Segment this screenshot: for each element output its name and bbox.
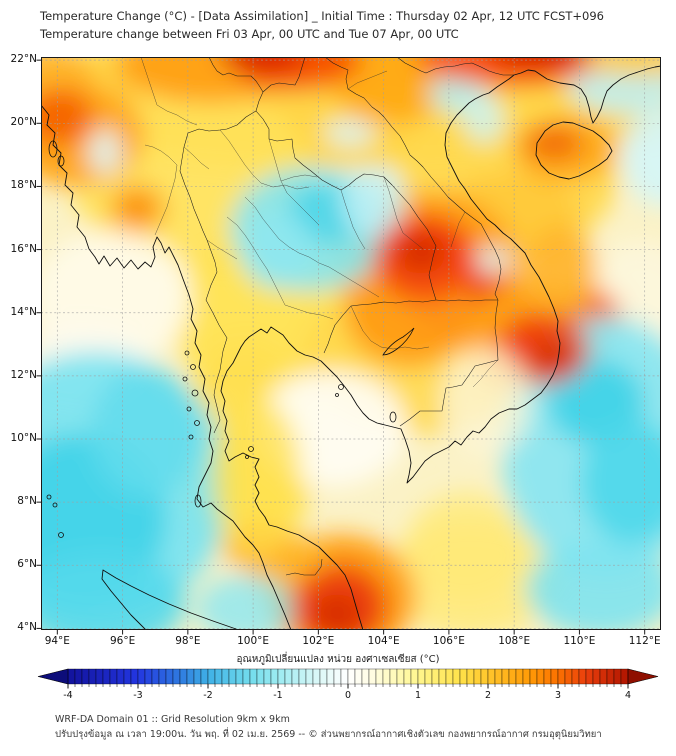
colorbar-label: อุณหภูมิเปลี่ยนแปลง หน่วย องศาเซลเซียส (…: [236, 654, 440, 665]
lon-tick-label: 102°E: [302, 635, 335, 647]
border-laos-vietnam: [324, 57, 502, 301]
colorbar-tick-label: 1: [415, 690, 421, 701]
island-dot: [191, 389, 199, 397]
lat-tick-label: 20°N: [10, 116, 37, 129]
island-sumatra: [101, 569, 238, 630]
lon-tick-label: 104°E: [367, 635, 400, 647]
lat-tick-label: 6°N: [17, 558, 37, 571]
lake-tonle-sap: [382, 327, 415, 356]
province-boundaries-myanmar: [140, 57, 238, 260]
colorbar-arrow-right: [627, 668, 659, 685]
colorbar: -4 -3 -2 -1 0 1 2 3 4: [37, 668, 659, 701]
island-hainan: [535, 121, 613, 180]
axis-ticks: [36, 59, 646, 635]
island-dot: [335, 393, 339, 397]
map-subtitle: Temperature change between Fri 03 Apr, 0…: [40, 27, 459, 41]
lat-tick-label: 16°N: [10, 242, 37, 255]
island-dot: [188, 434, 194, 440]
province-boundaries-indochina: [347, 70, 499, 388]
lon-tick-label: 106°E: [432, 635, 465, 647]
lon-tick-label: 108°E: [498, 635, 531, 647]
border-cambodia-laos: [435, 299, 498, 302]
lat-tick-label: 18°N: [10, 179, 37, 192]
island-dot: [190, 364, 196, 370]
border-myanmar-thailand: [179, 110, 257, 434]
graticule-grid: [41, 57, 661, 630]
map-clipped-content: [41, 57, 661, 630]
island-koh-chang: [338, 384, 344, 390]
lat-tick-label: 8°N: [17, 495, 37, 508]
map-frame: [41, 57, 661, 630]
lat-tick-label: 12°N: [10, 368, 37, 381]
border-thailand-laos: [255, 110, 437, 301]
island-dot: [245, 455, 249, 459]
temperature-heatmap: [36, 57, 661, 635]
province-boundaries-thailand: [219, 129, 380, 320]
map-title: Temperature Change (°C) - [Data Assimila…: [40, 9, 604, 23]
footer-attribution: ปรับปรุงข้อมูล ณ เวลา 19:00น. วัน พฤ. ที…: [55, 729, 602, 740]
island-dot: [182, 376, 188, 382]
island-dot: [52, 502, 58, 508]
island-dot: [184, 350, 190, 356]
lon-tick-label: 94°E: [44, 635, 70, 647]
island-samui: [248, 446, 254, 452]
island-dot: [46, 494, 52, 500]
colorbar-tick-label: -1: [273, 690, 282, 701]
colorbar-arrow-left: [37, 668, 69, 685]
island-ramree: [48, 140, 58, 158]
lon-tick-label: 100°E: [237, 635, 270, 647]
colorbar-tick-label: 4: [625, 690, 631, 701]
island-phuket: [194, 494, 202, 508]
island-dot: [58, 532, 64, 538]
colorbar-tick-label: -4: [63, 690, 72, 701]
colorbar-tick-label: -3: [133, 690, 142, 701]
coastline-west-myanmar-malay: [41, 104, 292, 630]
border-vietnam-china: [396, 57, 514, 76]
lon-tick-label: 98°E: [175, 635, 201, 647]
border-thailand-cambodia: [323, 299, 437, 354]
border-myanmar-laos-china: [208, 57, 306, 112]
island-dot: [186, 406, 192, 412]
border-cambodia-vietnam: [399, 299, 499, 427]
island-phu-quoc: [389, 411, 397, 423]
lat-tick-label: 10°N: [10, 432, 37, 444]
colorbar-tick-label: 2: [485, 690, 491, 701]
footer-domain-info: WRF-DA Domain 01 :: Grid Resolution 9km …: [55, 714, 290, 725]
coastline-east-gulf-vietnam-china: [220, 65, 661, 630]
figure-footer: WRF-DA Domain 01 :: Grid Resolution 9km …: [55, 712, 602, 742]
lat-tick-label: 4°N: [17, 621, 37, 634]
colorbar-tick-label: 0: [345, 690, 351, 701]
heat-field-blobs: [41, 57, 661, 630]
colorbar-tick-label: -2: [203, 690, 212, 701]
border-thailand-malaysia: [285, 558, 323, 576]
map-panel: 22°N 20°N 18°N 16°N 14°N 12°N 10°N 8°N 6°N 4°N 94…: [11, 53, 661, 647]
figure-titles: Temperature Change (°C) - [Data Assimila…: [40, 7, 604, 43]
island-dot: [194, 420, 200, 426]
colorbar-tick-label: 3: [555, 690, 561, 701]
lat-tick-label: 22°N: [10, 53, 37, 66]
island-cheduba: [57, 155, 65, 167]
lon-tick-label: 110°E: [563, 635, 596, 647]
lat-tick-label: 14°N: [10, 305, 37, 318]
geography-layer: [41, 57, 661, 630]
lon-tick-label: 96°E: [109, 635, 136, 647]
lon-tick-label: 112°E: [628, 635, 661, 647]
